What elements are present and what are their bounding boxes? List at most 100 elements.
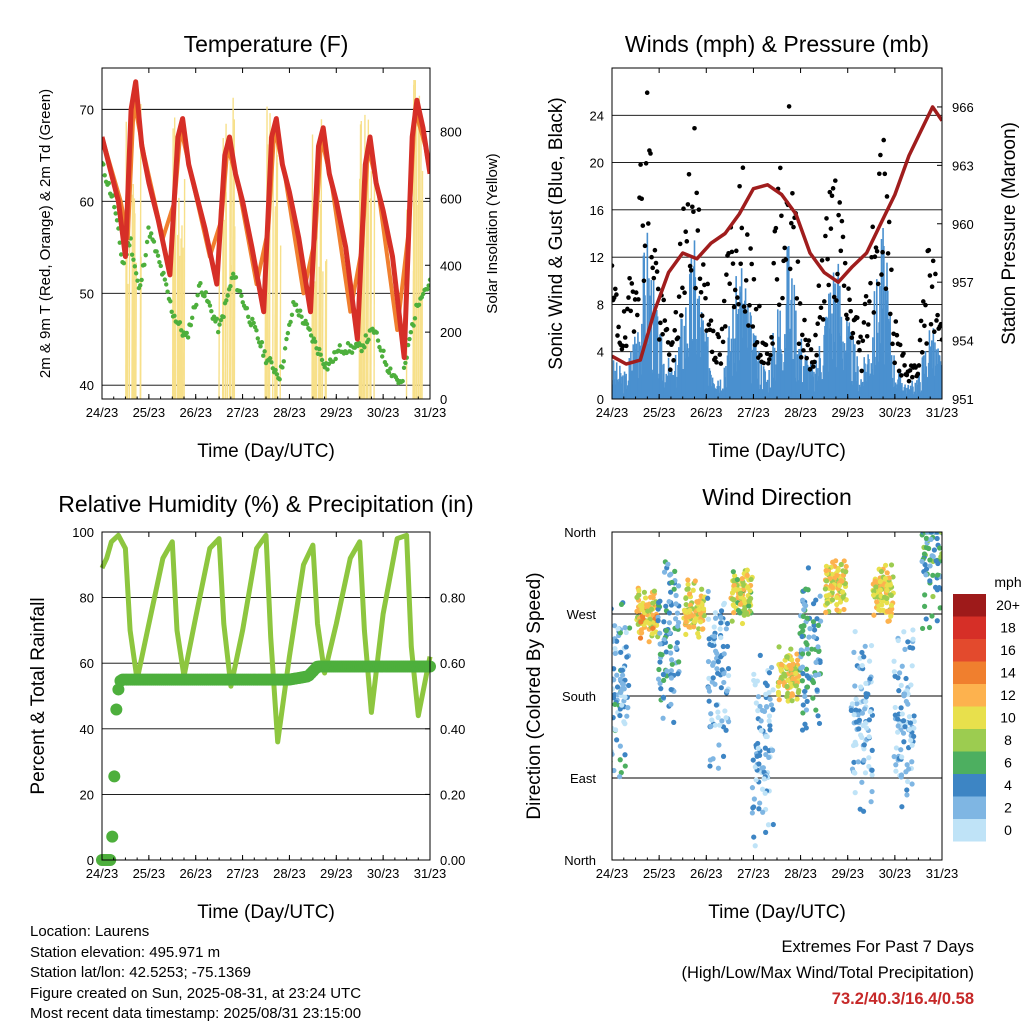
wind-direction-point	[863, 644, 868, 649]
wind-direction-point	[705, 596, 710, 601]
wind-direction-point	[615, 626, 620, 631]
gust-point	[614, 292, 619, 297]
dewpoint-point	[170, 310, 174, 314]
gust-point	[789, 221, 794, 226]
dewpoint-point	[273, 368, 277, 372]
dewpoint-point	[195, 293, 199, 297]
y2-tick-label: 966	[952, 100, 974, 115]
wind-direction-point	[902, 691, 907, 696]
gust-point	[630, 281, 635, 286]
y-axis-label: Percent & Total Rainfall	[28, 597, 49, 794]
gust-point	[733, 288, 738, 293]
wind-direction-point	[878, 579, 883, 584]
wind-direction-point	[893, 712, 898, 717]
wind-direction-point	[692, 619, 697, 624]
gust-point	[698, 276, 703, 281]
x-tick-label: 28/23	[273, 405, 306, 420]
wind-direction-point	[759, 718, 764, 723]
gust-point	[677, 294, 682, 299]
wind-direction-point	[617, 713, 622, 718]
gust-point	[876, 282, 881, 287]
dewpoint-point	[154, 249, 158, 253]
gust-point	[809, 347, 814, 352]
wind-direction-point	[866, 755, 871, 760]
wind-direction-point	[790, 676, 795, 681]
x-tick-label: 29/23	[831, 405, 864, 420]
wind-direction-point	[899, 774, 904, 779]
gust-point	[790, 191, 795, 196]
dewpoint-point	[305, 322, 309, 326]
colorbar-swatch	[953, 774, 986, 797]
dewpoint-point	[250, 317, 254, 321]
wind-direction-point	[726, 666, 731, 671]
gust-point	[626, 295, 631, 300]
dewpoint-point	[252, 321, 256, 325]
gust-point	[932, 329, 937, 334]
wind-direction-point	[756, 746, 761, 751]
wind-direction-point	[763, 680, 768, 685]
wind-direction-point	[863, 770, 868, 775]
gust-point	[907, 379, 912, 384]
dewpoint-point	[146, 225, 150, 229]
wind-direction-point	[715, 671, 720, 676]
dewpoint-point	[163, 277, 167, 281]
wind-direction-point	[861, 809, 866, 814]
x-tick-label: 25/23	[133, 405, 166, 420]
gust-point	[663, 318, 668, 323]
wind-direction-point	[718, 620, 723, 625]
gust-point	[858, 334, 863, 339]
gust-point	[933, 272, 938, 277]
wind-direction-point	[904, 699, 909, 704]
dewpoint-point	[290, 313, 294, 317]
dewpoint-point	[254, 328, 258, 332]
x-tick-label: 25/23	[133, 866, 166, 881]
wind-direction-point	[685, 577, 690, 582]
gust-point	[868, 281, 873, 286]
gust-point	[927, 248, 932, 253]
gust-point	[632, 329, 637, 334]
wind-direction-point	[910, 637, 915, 642]
colorbar-swatch	[953, 617, 986, 640]
wind-direction-point	[904, 787, 909, 792]
wind-direction-point	[919, 559, 924, 564]
gust-point	[866, 322, 871, 327]
x-axis-label: Time (Day/UTC)	[708, 441, 846, 462]
gust-point	[807, 338, 812, 343]
x-tick-label: 30/23	[367, 405, 400, 420]
wind-direction-point	[805, 699, 810, 704]
x-tick-label: 26/23	[690, 405, 723, 420]
wind-direction-point	[716, 715, 721, 720]
colorbar-swatch	[953, 707, 986, 730]
colorbar-swatch	[953, 594, 986, 617]
wind-direction-point	[708, 711, 713, 716]
gust-point	[644, 161, 649, 166]
gust-point	[738, 261, 743, 266]
gust-point	[700, 313, 705, 318]
precipitation-point	[108, 770, 120, 782]
wind-direction-point	[643, 595, 648, 600]
wind-direction-point	[620, 668, 625, 673]
wind-direction-point	[868, 709, 873, 714]
wind-direction-point	[770, 707, 775, 712]
dewpoint-point	[165, 290, 169, 294]
wind-direction-point	[802, 689, 807, 694]
location-text: Location: Laurens	[30, 922, 361, 943]
gust-point	[817, 283, 822, 288]
wind-direction-point	[606, 670, 611, 675]
colorbar-swatch	[953, 639, 986, 662]
wind-direction-point	[618, 757, 623, 762]
gust-point	[671, 358, 676, 363]
wind-direction-point	[624, 654, 629, 659]
wind-direction-point	[907, 714, 912, 719]
dewpoint-point	[245, 306, 249, 310]
gust-point	[886, 251, 891, 256]
dewpoint-point	[217, 322, 221, 326]
wind-direction-point	[766, 690, 771, 695]
precipitation-point	[106, 831, 118, 843]
dewpoint-point	[260, 340, 264, 344]
wind-direction-point	[825, 601, 830, 606]
wind-direction-point	[858, 733, 863, 738]
wind-direction-point	[609, 606, 614, 611]
gust-point	[646, 221, 651, 226]
y2-tick-label: 0.80	[440, 591, 465, 606]
